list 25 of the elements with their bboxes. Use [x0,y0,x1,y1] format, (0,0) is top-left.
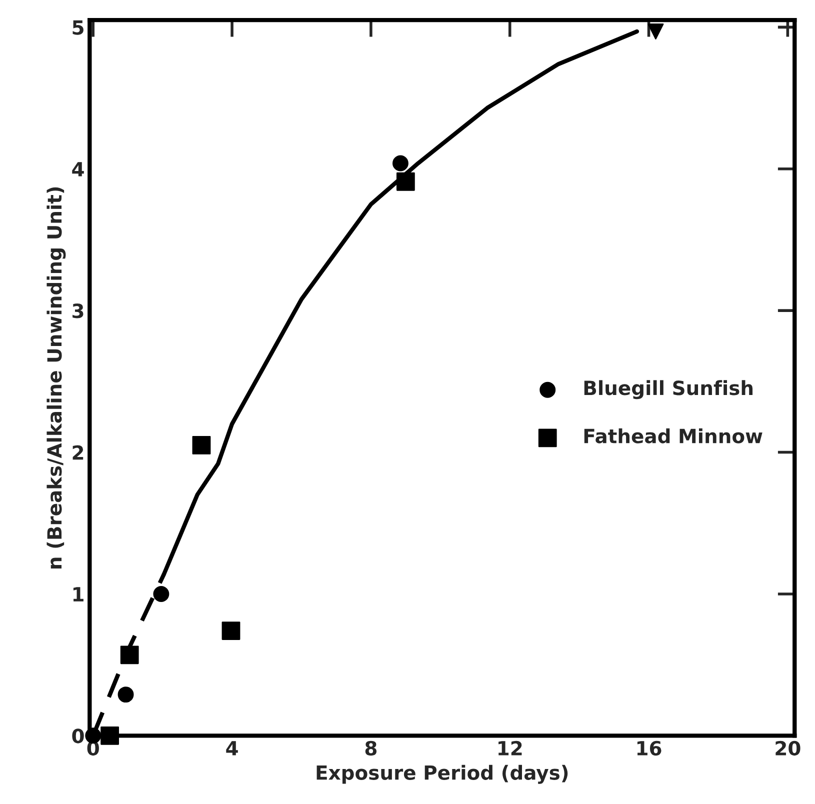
x-tick-label: 20 [776,740,800,756]
y-tick-label: 3 [72,304,84,318]
x-tick-label: 16 [637,740,662,756]
point [118,686,134,703]
x-axis-title: Exposure Period (days) [316,764,568,784]
point [648,23,664,40]
point [222,622,240,640]
legend-label: Bluegill Sunfish [584,380,753,400]
y-tick-label: 5 [72,20,84,35]
x-tick-label: 4 [226,741,238,756]
point [100,726,119,745]
y-tick-label: 0 [72,728,84,744]
point [392,155,408,172]
y-tick-label: 2 [72,445,84,460]
point [85,728,102,744]
y-tick-label: 1 [73,587,84,602]
point [120,646,139,664]
legend-label: Fathead Minnow [584,428,762,444]
y-axis-title: n (Breaks/Alkaline Unwinding Unit) [46,187,66,568]
point [192,436,211,454]
x-tick-label: 12 [498,740,522,756]
y-tick-label: 4 [72,162,84,176]
point [153,586,170,602]
x-tick-label: 8 [365,740,377,756]
point [396,172,415,191]
